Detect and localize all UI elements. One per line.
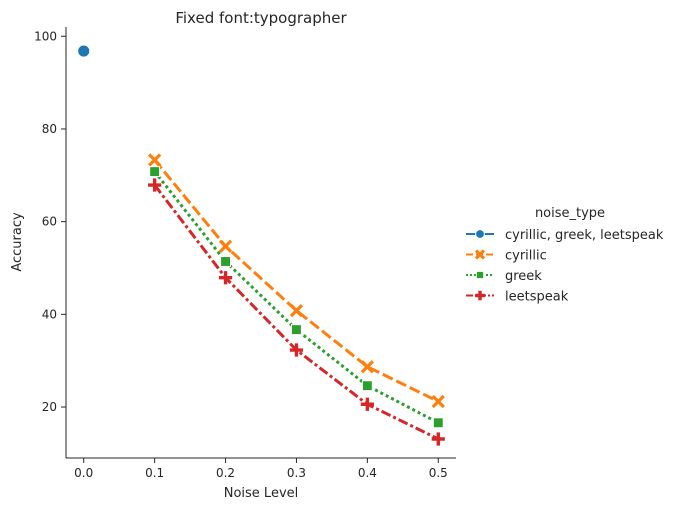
y-axis-title: Accuracy bbox=[10, 212, 25, 272]
data-point bbox=[289, 343, 304, 357]
y-axis-ticks: 20 40 60 80 100 bbox=[34, 29, 66, 414]
data-point bbox=[475, 290, 485, 301]
legend-entry: greek bbox=[466, 269, 542, 284]
data-point bbox=[431, 394, 445, 409]
data-point bbox=[360, 360, 374, 374]
data-point bbox=[218, 271, 233, 285]
series-greek bbox=[149, 166, 444, 429]
y-tick-label: 80 bbox=[42, 122, 57, 136]
legend-title: noise_type bbox=[535, 206, 605, 221]
x-tick-label: 0.0 bbox=[74, 466, 93, 480]
series-line bbox=[153, 170, 439, 425]
data-point bbox=[77, 44, 91, 58]
legend-label: leetspeak bbox=[505, 290, 569, 305]
data-point bbox=[475, 270, 485, 280]
y-tick-label: 20 bbox=[42, 400, 57, 414]
x-tick-label: 0.2 bbox=[216, 466, 235, 480]
data-point bbox=[289, 303, 304, 318]
x-tick-label: 0.5 bbox=[429, 466, 448, 480]
x-axis-title: Noise Level bbox=[224, 486, 299, 501]
data-point bbox=[361, 380, 373, 392]
data-point bbox=[431, 432, 445, 446]
x-tick-label: 0.4 bbox=[358, 466, 377, 480]
data-point bbox=[220, 256, 231, 267]
plot-area bbox=[77, 44, 445, 446]
chart-title: Fixed font:typographer bbox=[175, 9, 347, 27]
legend-entry: cyrillic bbox=[466, 249, 547, 264]
y-tick-label: 60 bbox=[42, 215, 57, 229]
legend: noise_type cyrillic, greek, leetspeak cyr… bbox=[466, 206, 664, 305]
data-point bbox=[149, 166, 161, 178]
legend-label: cyrillic, greek, leetspeak bbox=[505, 228, 664, 243]
series-line bbox=[153, 159, 439, 403]
legend-label: greek bbox=[505, 269, 542, 284]
series-cyrillic bbox=[148, 153, 445, 409]
legend-label: cyrillic bbox=[505, 249, 547, 264]
x-tick-label: 0.1 bbox=[145, 466, 164, 480]
data-point bbox=[474, 249, 486, 260]
data-point bbox=[475, 229, 485, 239]
data-point bbox=[148, 153, 162, 167]
legend-entry: cyrillic, greek, leetspeak bbox=[466, 228, 664, 243]
y-tick-label: 100 bbox=[34, 29, 57, 43]
x-axis-ticks: 0.0 0.1 0.2 0.3 0.4 0.5 bbox=[74, 458, 448, 480]
series-cyrillic-greek-leetspeak bbox=[77, 44, 91, 58]
data-point bbox=[291, 324, 302, 336]
series-leetspeak bbox=[148, 178, 445, 446]
x-tick-label: 0.3 bbox=[287, 466, 306, 480]
legend-entry: leetspeak bbox=[466, 290, 569, 305]
data-point bbox=[432, 417, 444, 429]
data-point bbox=[360, 397, 374, 411]
y-tick-label: 40 bbox=[42, 307, 57, 321]
data-point bbox=[148, 178, 162, 192]
data-point bbox=[218, 239, 233, 253]
